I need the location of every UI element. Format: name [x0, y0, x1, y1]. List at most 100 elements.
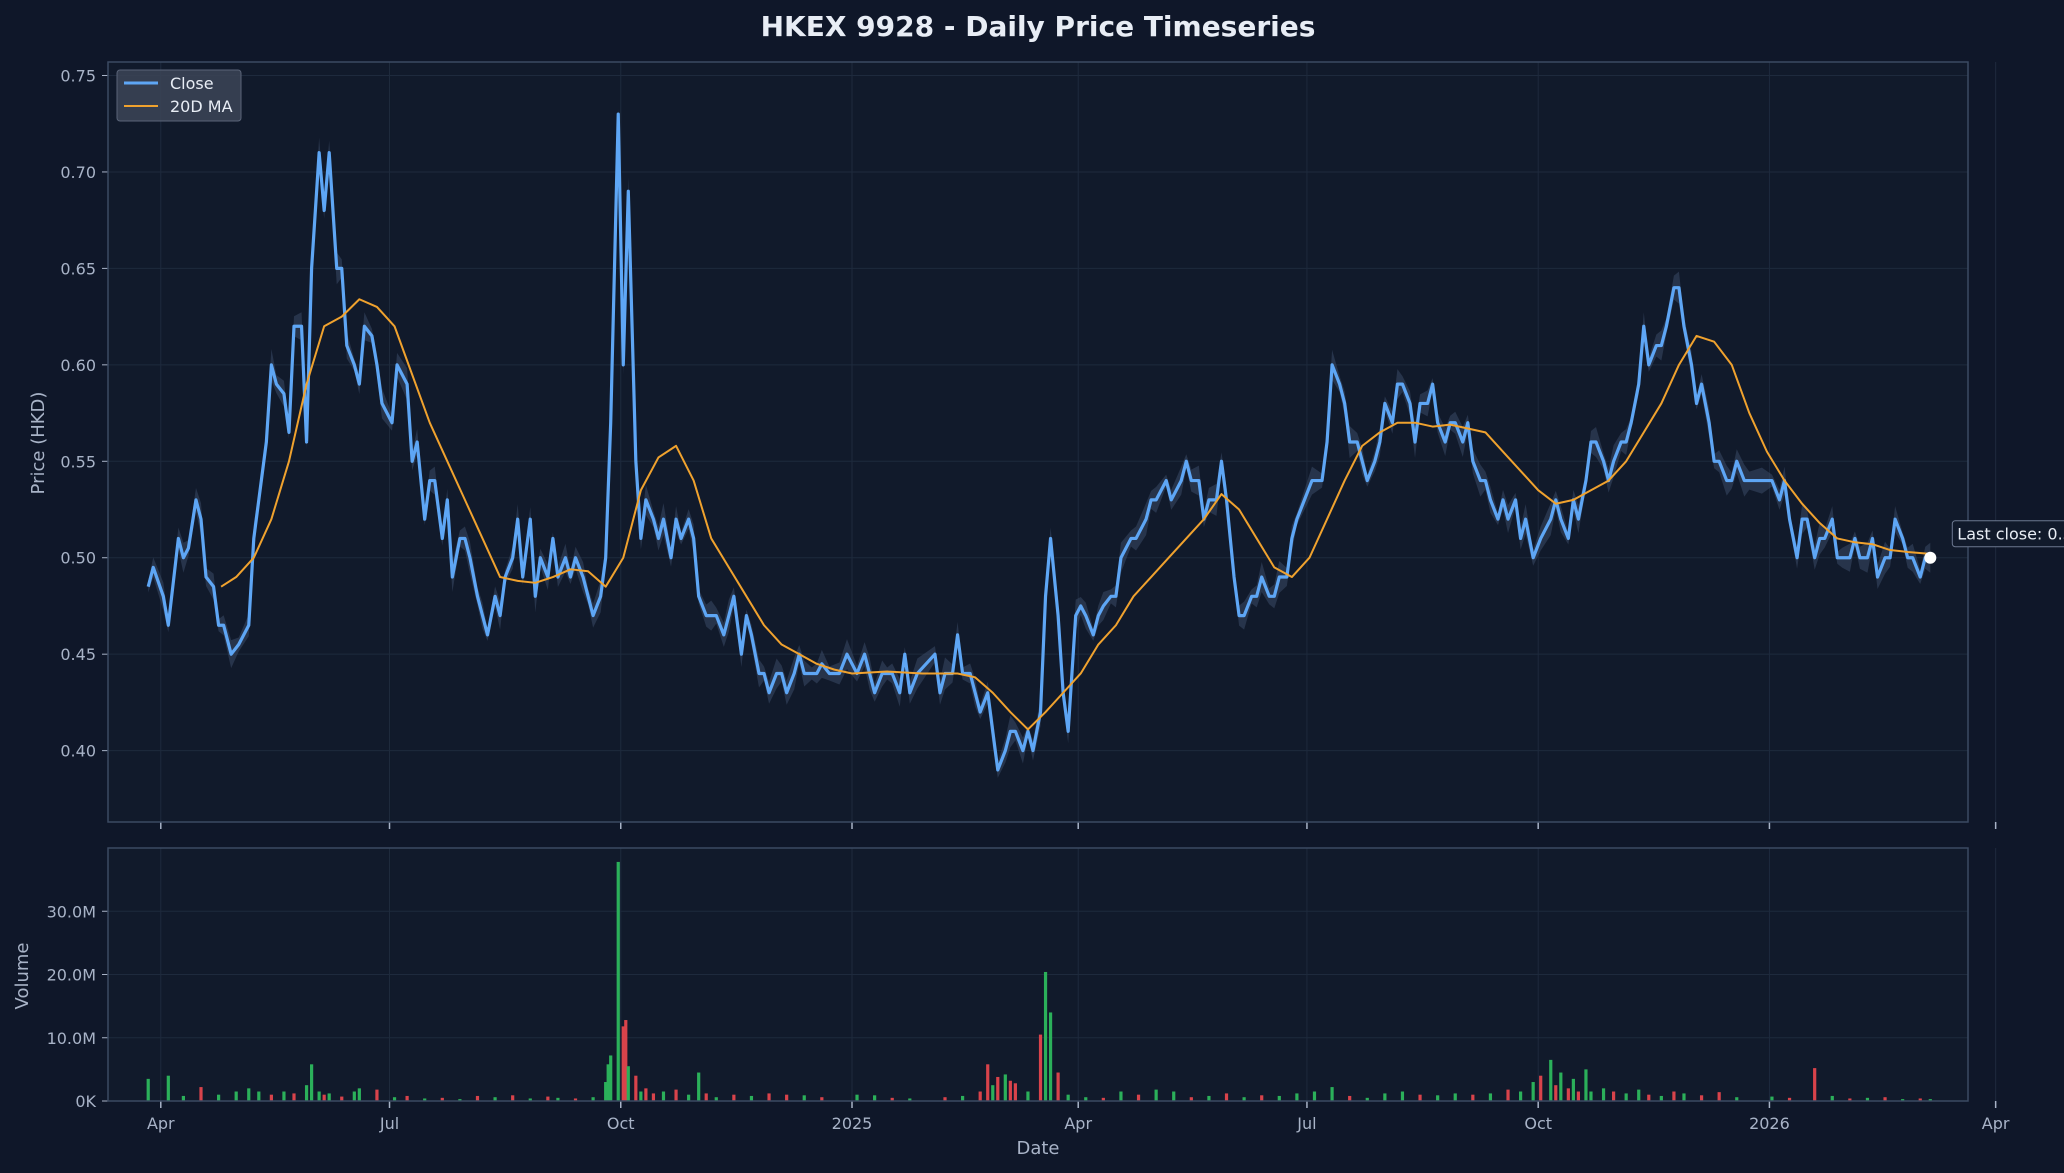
volume-bar: [1172, 1091, 1176, 1101]
volume-y-ticks: 0K 10.0M 20.0M 30.0M: [47, 902, 108, 1111]
x-tick-label: Jul: [1296, 1114, 1316, 1133]
volume-bar: [1101, 1097, 1105, 1101]
volume-panel: 0K 10.0M 20.0M 30.0M Apr Jul Oct 2025 Apr Jul Oct…: [12, 847, 2010, 1159]
volume-bar: [309, 1064, 314, 1101]
x-tick-label: 2026: [1749, 1114, 1790, 1133]
volume-bar: [644, 1088, 648, 1101]
volume-bar: [624, 1020, 628, 1101]
volume-bar: [820, 1097, 824, 1101]
volume-bar: [322, 1094, 326, 1101]
volume-bar: [1637, 1089, 1641, 1101]
volume-bar: [1260, 1095, 1264, 1101]
volume-bar: [234, 1091, 238, 1101]
volume-bar: [785, 1094, 789, 1101]
volume-bar: [1330, 1087, 1334, 1101]
volume-bar: [1038, 1034, 1043, 1101]
volume-bar: [405, 1095, 409, 1101]
volume-bar: [1518, 1091, 1523, 1101]
volume-bar: [873, 1095, 877, 1101]
volume-bar: [1559, 1072, 1563, 1101]
price-y-axis-title: Price (HKD): [28, 392, 49, 495]
last-close-box: [1951, 520, 2064, 548]
price-series: [146, 112, 1931, 772]
volume-bar: [247, 1088, 251, 1101]
volume-bar: [1436, 1095, 1440, 1101]
volume-bar: [269, 1094, 273, 1101]
volume-bar: [1928, 1099, 1932, 1101]
volume-bar: [732, 1094, 736, 1101]
price-y-tick-label: 0.55: [60, 452, 96, 471]
price-panel: 0.40 0.45 0.50 0.55 0.60 0.65 0.70 0.75 Price (…: [28, 61, 2064, 829]
volume-bar: [1901, 1099, 1905, 1101]
volume-bar: [317, 1091, 321, 1101]
volume-bar: [687, 1094, 691, 1101]
volume-bar: [1549, 1059, 1553, 1101]
volume-bar: [1611, 1091, 1616, 1101]
price-y-tick-label: 0.45: [60, 645, 96, 664]
x-tick-label: Apr: [1064, 1114, 1092, 1133]
volume-bar: [651, 1093, 656, 1101]
x-tick-label: 2025: [832, 1114, 873, 1133]
price-y-tick-label: 0.60: [60, 356, 96, 375]
volume-bar: [1601, 1088, 1606, 1101]
x-tick-label: Jul: [379, 1114, 399, 1133]
volume-bar: [661, 1091, 666, 1101]
volume-bar: [1295, 1093, 1299, 1101]
volume-bar: [1207, 1095, 1211, 1101]
volume-bar: [181, 1095, 186, 1101]
volume-bar: [749, 1095, 754, 1101]
volume-bar: [890, 1097, 894, 1101]
volume-bar: [340, 1096, 344, 1101]
volume-bar: [604, 1082, 608, 1101]
volume-bar: [908, 1098, 912, 1101]
close-price-line: [146, 112, 1931, 772]
x-tick-label: Oct: [607, 1114, 635, 1133]
volume-bar: [1277, 1095, 1281, 1101]
volume-bar: [1013, 1083, 1017, 1101]
volume-bar: [767, 1093, 771, 1101]
volume-bar: [1571, 1078, 1575, 1101]
volume-bar: [639, 1091, 643, 1101]
volume-bar: [1008, 1080, 1012, 1101]
volume-bar: [1400, 1091, 1405, 1101]
volume-bar: [1471, 1094, 1475, 1101]
volume-bar: [1589, 1091, 1593, 1101]
volume-bar: [621, 1026, 625, 1101]
price-y-tick-label: 0.40: [60, 742, 96, 761]
volume-bar: [352, 1091, 356, 1101]
volume-bar: [1659, 1095, 1663, 1101]
volume-bar: [986, 1064, 990, 1101]
volume-bar: [1576, 1091, 1581, 1101]
x-axis-ticks: Apr Jul Oct 2025 Apr Jul Oct 2026 Apr: [147, 1101, 2010, 1133]
legend-ma-label: 20D MA: [170, 97, 233, 116]
volume-y-tick-label: 30.0M: [47, 902, 96, 921]
volume-bar: [609, 1055, 613, 1101]
volume-bar: [423, 1098, 427, 1101]
volume-bar: [1348, 1095, 1352, 1101]
volume-bar: [606, 1064, 610, 1101]
volume-bar: [392, 1097, 397, 1101]
volume-y-tick-label: 0K: [75, 1092, 96, 1111]
chart-title: HKEX 9928 - Daily Price Timeseries: [761, 10, 1316, 43]
volume-bar: [304, 1085, 309, 1101]
volume-bar: [1488, 1093, 1493, 1101]
x-tick-label: Apr: [1982, 1114, 2010, 1133]
volume-bar: [475, 1095, 480, 1101]
volume-bar: [1848, 1098, 1852, 1101]
price-y-tick-label: 0.65: [60, 259, 96, 278]
volume-bar: [1531, 1082, 1535, 1101]
volume-bar: [199, 1087, 203, 1101]
volume-bar: [1119, 1091, 1123, 1101]
volume-bar: [1647, 1094, 1651, 1101]
volume-bar: [1787, 1097, 1792, 1101]
volume-bar: [458, 1099, 462, 1101]
volume-bar: [1717, 1092, 1721, 1101]
volume-bar: [1189, 1097, 1193, 1101]
volume-bar: [943, 1097, 947, 1101]
volume-bar: [1224, 1093, 1229, 1101]
volume-bar: [1883, 1097, 1887, 1101]
volume-bar: [327, 1093, 331, 1101]
volume-y-axis-title: Volume: [12, 943, 33, 1010]
volume-bar: [626, 1066, 630, 1101]
volume-bar: [1584, 1069, 1588, 1101]
